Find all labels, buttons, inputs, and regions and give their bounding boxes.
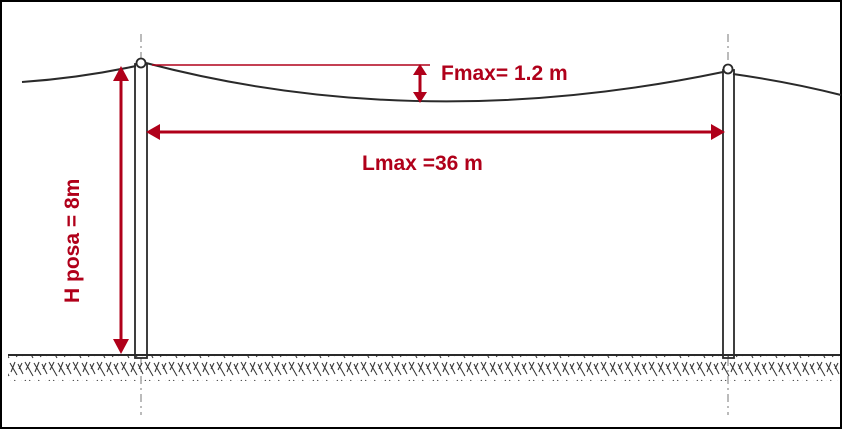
conductor-left-segment (21, 65, 137, 83)
height-dimension: H posa = 8m (61, 66, 129, 354)
left-pole (134, 57, 148, 359)
conductor-right-segment (732, 73, 842, 96)
sag-label: Fmax= 1.2 m (441, 62, 568, 85)
height-label: H posa = 8m (61, 179, 84, 303)
conductor-main-span (145, 62, 724, 103)
span-dimension: Lmax =36 m (146, 124, 725, 175)
right-pole (722, 63, 735, 359)
ground-hatching (8, 355, 840, 381)
span-label: Lmax =36 m (362, 152, 483, 175)
sag-dimension: Fmax= 1.2 m (152, 62, 568, 103)
